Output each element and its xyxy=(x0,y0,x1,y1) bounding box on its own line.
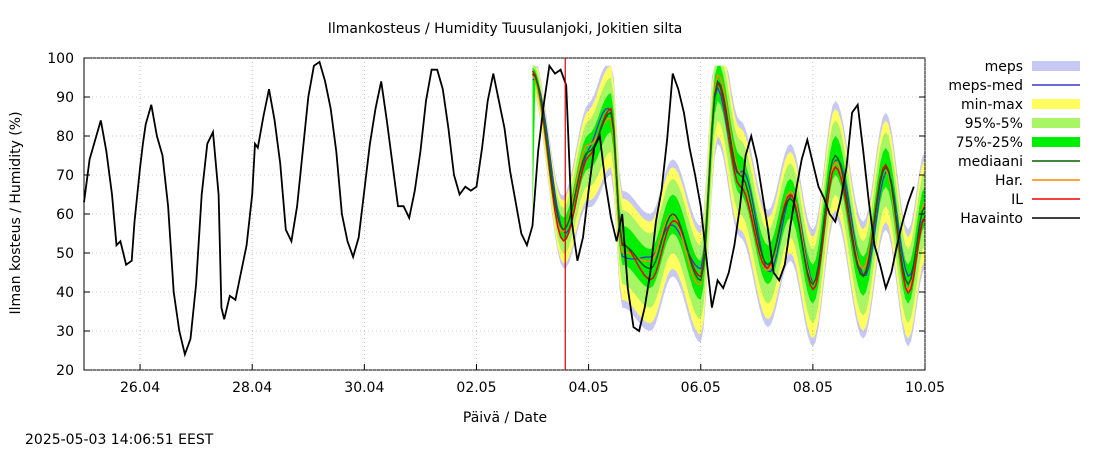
y-tick-label: 50 xyxy=(56,246,74,262)
legend-label-har: Har. xyxy=(995,173,1023,189)
y-axis-label: Ilman kosteus / Humidity (%) xyxy=(8,111,24,314)
y-tick-label: 20 xyxy=(56,363,74,379)
x-tick-label: 30.04 xyxy=(344,380,384,396)
havainto-line xyxy=(83,60,915,358)
legend-swatch-meps xyxy=(1032,61,1080,71)
p75-25-band xyxy=(532,65,925,304)
x-tick-label: 26.04 xyxy=(120,380,160,396)
legend-swatch-p95_5 xyxy=(1032,118,1080,128)
y-tick-label: 90 xyxy=(56,90,74,106)
y-tick-label: 70 xyxy=(56,168,74,184)
legend-label-minmax: min-max xyxy=(961,97,1023,113)
x-tick-label: 02.05 xyxy=(456,380,496,396)
chart-title: Ilmankosteus / Humidity Tuusulanjoki, Jo… xyxy=(328,21,683,37)
plot-area: 20 30 40 50 60 70 80 90 100 26.04 28.04 30.04 02.05 0… xyxy=(47,51,945,396)
x-axis-label: Päivä / Date xyxy=(463,410,547,426)
x-tick-label: 04.05 xyxy=(569,380,609,396)
y-tick-label: 40 xyxy=(56,285,74,301)
y-tick-label: 80 xyxy=(56,129,74,145)
legend-label-meps: meps xyxy=(985,59,1023,75)
legend-label-p75_25: 75%-25% xyxy=(956,135,1023,151)
legend-label-havainto: Havainto xyxy=(960,211,1023,227)
timestamp: 2025-05-03 14:06:51 EEST xyxy=(25,432,214,448)
y-tick-label: 30 xyxy=(56,324,74,340)
x-tick-label: 06.05 xyxy=(681,380,721,396)
legend-swatch-minmax xyxy=(1032,99,1080,109)
legend-label-p95_5: 95%-5% xyxy=(965,116,1023,132)
legend-label-il: IL xyxy=(1011,192,1023,208)
legend-swatch-p75_25 xyxy=(1032,137,1080,147)
legend: meps meps-med min-max 95%-5% 75%-25% mediaani… xyxy=(948,59,1080,227)
y-tick-label: 100 xyxy=(47,51,74,67)
mediaani-line xyxy=(531,73,926,286)
x-tick-label: 10.05 xyxy=(905,380,945,396)
legend-label-meps_med: meps-med xyxy=(948,78,1023,94)
x-tick-label: 28.04 xyxy=(232,380,272,396)
legend-label-mediaani: mediaani xyxy=(958,154,1023,170)
y-tick-label: 60 xyxy=(56,207,74,223)
x-tick-label: 08.05 xyxy=(793,380,833,396)
